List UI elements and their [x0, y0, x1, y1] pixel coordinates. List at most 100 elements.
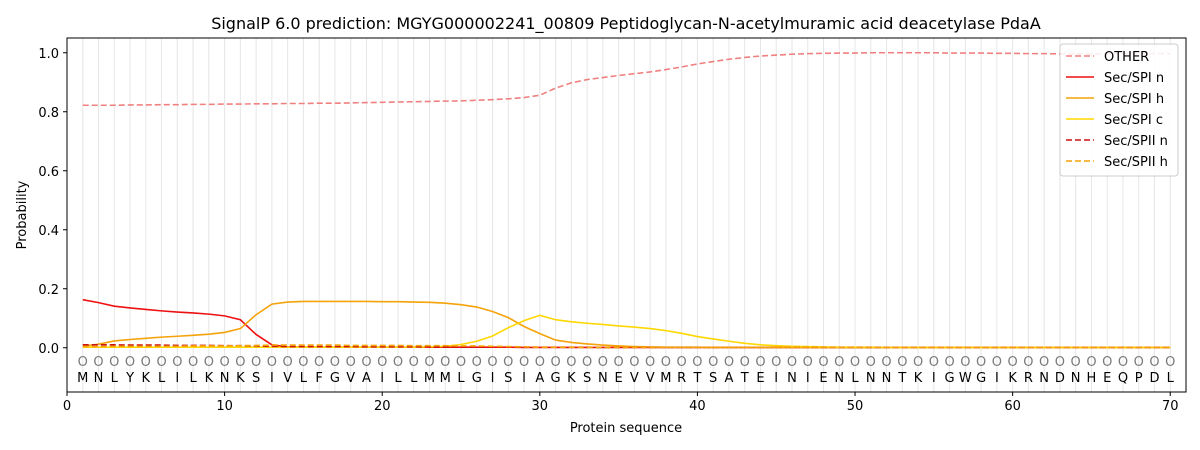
region-marker: O [141, 355, 151, 370]
sequence-residue: S [252, 371, 260, 386]
sequence-residue: N [94, 371, 104, 386]
x-tick-label: 10 [216, 399, 233, 414]
region-marker: O [519, 355, 529, 370]
sequence-residue: D [1149, 371, 1159, 386]
region-marker: O [330, 355, 340, 370]
sequence-residue: A [535, 371, 544, 386]
sequence-residue: E [819, 371, 827, 386]
sequence-residue: N [1071, 371, 1081, 386]
x-tick-label: 20 [374, 399, 391, 414]
region-marker: O [235, 355, 245, 370]
sequence-residue: I [932, 371, 936, 386]
legend-label: Sec/SPI h [1104, 92, 1164, 107]
region-marker: O [1055, 355, 1065, 370]
region-marker: O [629, 355, 639, 370]
sequence-residue: V [346, 371, 355, 386]
sequence-residue: I [380, 371, 384, 386]
series-line [82, 314, 1171, 349]
sequence-residue: G [551, 371, 561, 386]
sequence-residue: R [1024, 371, 1033, 386]
y-tick-label: 0.2 [38, 283, 59, 298]
region-marker: O [1071, 355, 1081, 370]
region-marker: O [393, 355, 403, 370]
sequence-residue: K [205, 371, 214, 386]
x-tick-label: 60 [1004, 399, 1021, 414]
region-marker: O [724, 355, 734, 370]
y-axis: 0.0 0.2 0.4 0.6 0.8 1.0 [38, 47, 67, 357]
sequence-residue: I [175, 371, 179, 386]
sequence-residue: K [1008, 371, 1017, 386]
region-marker: O [1008, 355, 1018, 370]
sequence-residue: S [709, 371, 717, 386]
sequence-residue: L [1167, 371, 1175, 386]
region-marker: O [361, 355, 371, 370]
legend: OTHER Sec/SPI n Sec/SPI h Sec/SPI c Sec/SPII… [1059, 43, 1179, 177]
legend-label: Sec/SPI n [1104, 71, 1164, 86]
region-marker: O [125, 355, 135, 370]
sequence-residue: V [283, 371, 292, 386]
plot-frame [66, 37, 1187, 393]
sequence-residue: M [660, 371, 671, 386]
sequence-residue: I [270, 371, 274, 386]
region-marker: O [424, 355, 434, 370]
x-tick-label: 40 [689, 399, 706, 414]
legend-label: OTHER [1104, 50, 1149, 65]
region-marker: O [976, 355, 986, 370]
region-marker: O [109, 355, 119, 370]
region-marker: O [850, 355, 860, 370]
region-marker: O [692, 355, 702, 370]
region-marker: O [834, 355, 844, 370]
sequence-residue: K [142, 371, 151, 386]
sequence-residue: F [315, 371, 322, 386]
sequence-residue: K [914, 371, 923, 386]
sequence-residue: L [851, 371, 859, 386]
region-marker: O [1118, 355, 1128, 370]
region-marker: O [188, 355, 198, 370]
region-marker: O [298, 355, 308, 370]
region-marker: O [661, 355, 671, 370]
sequence-residue: N [866, 371, 876, 386]
sequence-layer: OMONOLOYOKOLOIOLOKONOKOSOIOVOLOFOGOVOAOI… [77, 355, 1175, 386]
sequence-residue: K [236, 371, 245, 386]
sequence-residue: N [220, 371, 230, 386]
region-marker: O [346, 355, 356, 370]
y-tick-label: 0.0 [38, 342, 59, 357]
sequence-residue: L [189, 371, 197, 386]
region-marker: O [1165, 355, 1175, 370]
region-marker: O [818, 355, 828, 370]
sequence-residue: G [945, 371, 955, 386]
region-marker: O [440, 355, 450, 370]
sequence-residue: L [410, 371, 418, 386]
sequence-residue: E [615, 371, 623, 386]
sequence-residue: M [424, 371, 435, 386]
x-tick-label: 70 [1162, 399, 1179, 414]
region-marker: O [283, 355, 293, 370]
region-marker: O [456, 355, 466, 370]
sequence-residue: I [522, 371, 526, 386]
sequence-residue: T [897, 371, 906, 386]
y-tick-label: 1.0 [38, 47, 59, 62]
sequence-residue: M [77, 371, 88, 386]
sequence-residue: E [1103, 371, 1111, 386]
region-marker: O [204, 355, 214, 370]
sequence-residue: E [756, 371, 764, 386]
region-marker: O [929, 355, 939, 370]
chart-title: SignalP 6.0 prediction: MGYG000002241_00… [211, 14, 1041, 34]
sequence-residue: G [976, 371, 986, 386]
region-marker: O [487, 355, 497, 370]
y-tick-label: 0.6 [38, 165, 59, 180]
region-marker: O [960, 355, 970, 370]
region-marker: O [740, 355, 750, 370]
x-axis: 0 10 20 30 40 50 60 70 [63, 392, 1179, 414]
region-marker: O [1149, 355, 1159, 370]
series-line [82, 344, 1171, 349]
sequence-residue: N [882, 371, 892, 386]
sequence-residue: M [440, 371, 451, 386]
region-marker: O [677, 355, 687, 370]
sequence-residue: D [1055, 371, 1065, 386]
region-marker: O [614, 355, 624, 370]
region-marker: O [944, 355, 954, 370]
sequence-residue: V [646, 371, 655, 386]
